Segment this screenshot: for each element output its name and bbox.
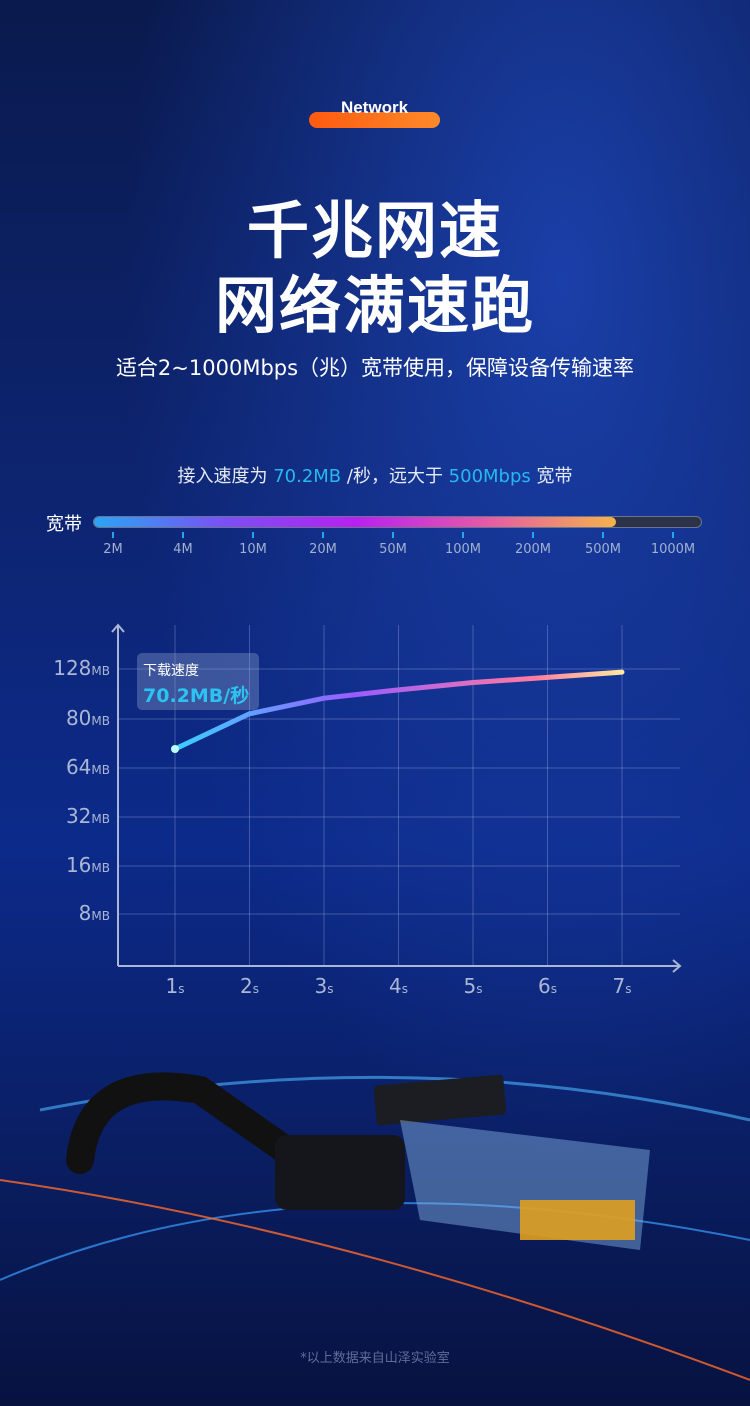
title-line-1: 千兆网速 [246, 194, 503, 267]
x-tick-label: 1s [165, 974, 185, 998]
bandwidth-fill [94, 517, 616, 527]
network-tag [309, 112, 440, 128]
subtitle: 适合2~1000Mbps（兆）宽带使用，保障设备传输速率 [115, 356, 635, 380]
bandwidth-tick-label: 4M [173, 542, 193, 557]
bandwidth-tick-label: 200M [514, 542, 552, 557]
footnote: *以上数据来自山泽实验室 [300, 1351, 450, 1366]
bandwidth-tick [182, 532, 184, 538]
bandwidth-tick [602, 532, 604, 538]
data-point [171, 745, 179, 754]
badge-value: 70.2MB/秒 [143, 685, 250, 707]
bandwidth-tick [532, 532, 534, 538]
bandwidth-tick [322, 532, 324, 538]
bandwidth-tick [112, 532, 114, 538]
x-axis [118, 959, 682, 973]
y-tick-label: 64MB [65, 755, 110, 779]
speed-chart [111, 623, 682, 973]
y-tick-label: 16MB [65, 853, 110, 877]
bandwidth-tick [392, 532, 394, 538]
x-tick-label: 6s [538, 974, 557, 998]
badge-label: 下载速度 [143, 663, 199, 679]
speed-statement: 接入速度为 70.2MB /秒，远大于 500Mbps 宽带 [177, 466, 573, 487]
bandwidth-tick-label: 100M [444, 542, 482, 557]
network-tag-text: Network [340, 98, 409, 117]
x-tick-label: 2s [240, 974, 259, 998]
bandwidth-tick-label: 50M [379, 542, 407, 557]
bandwidth-tick-label: 500M [584, 542, 622, 557]
y-tick-label: 128MB [53, 656, 110, 680]
y-tick-label: 8MB [78, 901, 110, 925]
bandwidth-tick [252, 532, 254, 538]
bandwidth-tick-label: 2M [103, 542, 123, 557]
bandwidth-tick [462, 532, 464, 538]
title-line-2: 网络满速跑 [214, 269, 535, 342]
x-tick-label: 4s [389, 974, 408, 998]
x-tick-label: 3s [314, 974, 334, 998]
bandwidth-bar [93, 516, 702, 528]
speed-badge [137, 653, 259, 710]
bandwidth-label: 宽带 [46, 514, 82, 535]
bandwidth-tick [672, 532, 674, 538]
bandwidth-tick-label: 20M [309, 542, 337, 557]
bandwidth-tick-label: 10M [239, 542, 267, 557]
x-tick-label: 7s [612, 974, 632, 998]
y-tick-label: 32MB [65, 804, 110, 828]
speed-line [172, 669, 625, 752]
y-axis [111, 623, 125, 966]
y-tick-label: 80MB [65, 706, 110, 730]
bandwidth-tick-label: 1000M [650, 542, 696, 557]
x-tick-label: 5s [463, 974, 483, 998]
